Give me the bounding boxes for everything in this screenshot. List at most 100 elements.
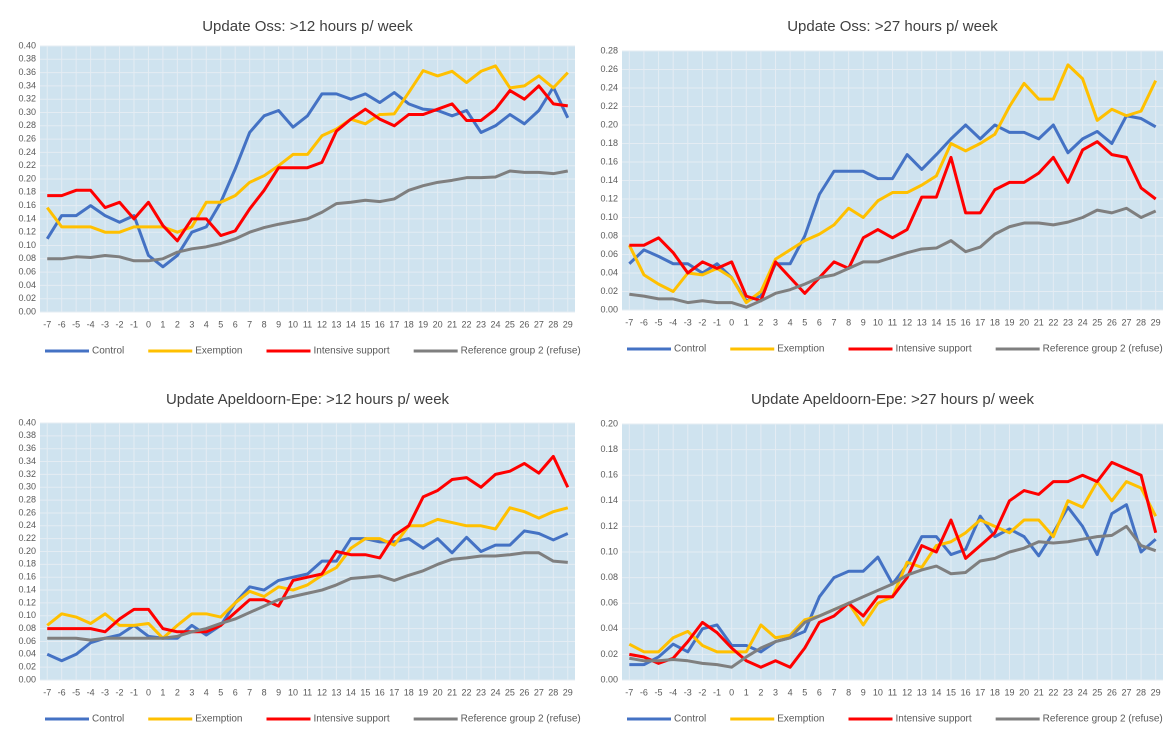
x-tick-label: -6 <box>640 317 648 327</box>
data-line <box>629 460 1158 669</box>
x-tick-label: 29 <box>563 687 573 697</box>
y-tick-label: 0.20 <box>18 546 36 556</box>
x-tick-label: 10 <box>288 687 298 697</box>
x-tick-label: 8 <box>262 319 267 329</box>
x-tick-label: 25 <box>1092 317 1102 327</box>
x-tick-label: -3 <box>101 687 109 697</box>
x-tick-label: 12 <box>317 319 327 329</box>
y-tick-label: 0.26 <box>18 507 36 517</box>
legend-label: Intensive support <box>896 714 972 725</box>
y-tick-label: 0.14 <box>600 175 618 185</box>
y-tick-label: 0.14 <box>18 213 36 223</box>
x-tick-label: 18 <box>404 319 414 329</box>
data-line <box>629 524 1157 669</box>
legend-label: Intensive support <box>314 714 390 725</box>
legend-label: Intensive support <box>896 344 972 355</box>
x-tick-label: 3 <box>773 687 778 697</box>
x-tick-label: 9 <box>861 687 866 697</box>
y-tick-label: 0.10 <box>18 240 36 250</box>
x-tick-label: 24 <box>1078 317 1088 327</box>
y-tick-label: 0.00 <box>600 674 618 684</box>
y-tick-label: 0.22 <box>600 101 618 111</box>
y-tick-label: 0.18 <box>600 444 618 454</box>
x-tick-label: 9 <box>276 319 281 329</box>
x-tick-label: -4 <box>87 319 95 329</box>
legend-label: Reference group 2 (refuse) <box>461 714 581 725</box>
x-tick-label: -1 <box>713 317 721 327</box>
y-tick-label: 0.08 <box>18 253 36 263</box>
x-tick-label: 4 <box>204 687 209 697</box>
y-tick-label: 0.08 <box>18 623 36 633</box>
x-tick-label: 14 <box>931 687 941 697</box>
x-tick-label: 3 <box>189 687 194 697</box>
x-tick-label: 12 <box>317 687 327 697</box>
x-tick-label: 7 <box>247 687 252 697</box>
x-tick-label: -4 <box>669 687 677 697</box>
y-tick-label: 0.12 <box>600 521 618 531</box>
x-tick-label: -7 <box>625 317 633 327</box>
y-tick-label: 0.38 <box>18 430 36 440</box>
x-tick-label: -3 <box>684 687 692 697</box>
y-tick-label: 0.18 <box>600 138 618 148</box>
x-tick-label: 20 <box>1019 317 1029 327</box>
x-tick-label: 1 <box>160 319 165 329</box>
x-tick-label: 19 <box>1004 687 1014 697</box>
x-tick-label: 23 <box>1063 317 1073 327</box>
x-tick-label: 13 <box>917 317 927 327</box>
x-tick-label: 16 <box>375 319 385 329</box>
x-tick-label: 24 <box>490 319 500 329</box>
x-tick-label: 5 <box>218 319 223 329</box>
x-tick-label: 2 <box>758 687 763 697</box>
x-tick-label: 7 <box>832 317 837 327</box>
y-tick-label: 0.10 <box>600 212 618 222</box>
chart: Update Apeldoorn-Epe: >27 hours p/ week 0… <box>600 391 1163 725</box>
legend-label: Control <box>92 346 124 357</box>
x-tick-label: 9 <box>861 317 866 327</box>
x-tick-label: 0 <box>146 319 151 329</box>
x-tick-label: 27 <box>534 687 544 697</box>
x-tick-label: 29 <box>563 319 573 329</box>
x-tick-label: 3 <box>189 319 194 329</box>
x-tick-label: 20 <box>433 319 443 329</box>
x-tick-label: 21 <box>1034 317 1044 327</box>
x-tick-label: 28 <box>548 687 558 697</box>
x-tick-label: -5 <box>655 317 663 327</box>
x-tick-label: 24 <box>1078 687 1088 697</box>
x-tick-label: 3 <box>773 317 778 327</box>
x-tick-label: 14 <box>931 317 941 327</box>
y-tick-label: 0.12 <box>18 597 36 607</box>
chart: Update Oss: >12 hours p/ week 0.00 0.02 0.0… <box>18 18 580 357</box>
y-tick-label: 0.20 <box>600 418 618 428</box>
y-tick-label: 0.00 <box>18 674 36 684</box>
y-tick-label: 0.24 <box>18 520 36 530</box>
x-tick-label: 19 <box>418 687 428 697</box>
x-tick-label: 29 <box>1151 687 1161 697</box>
x-tick-label: 11 <box>888 687 897 697</box>
y-tick-label: 0.10 <box>600 546 618 556</box>
x-tick-label: -4 <box>669 317 677 327</box>
legend-label: Control <box>92 714 124 725</box>
x-tick-label: 22 <box>1048 317 1058 327</box>
y-tick-label: 0.26 <box>18 133 36 143</box>
y-tick-label: 0.34 <box>18 80 36 90</box>
x-tick-label: -2 <box>116 319 124 329</box>
chart-title: Update Oss: >12 hours p/ week <box>202 18 413 35</box>
x-tick-label: -7 <box>43 687 51 697</box>
y-tick-label: 0.04 <box>600 623 618 633</box>
legend-label: Control <box>674 344 706 355</box>
data-line <box>46 64 569 234</box>
legend-label: Reference group 2 (refuse) <box>1043 714 1163 725</box>
y-tick-label: 0.10 <box>18 610 36 620</box>
x-tick-label: 17 <box>389 319 399 329</box>
x-tick-label: 21 <box>1034 687 1044 697</box>
x-tick-label: 28 <box>1136 317 1146 327</box>
x-tick-label: -5 <box>655 687 663 697</box>
y-tick-label: 0.20 <box>18 173 36 183</box>
x-tick-label: 12 <box>902 687 912 697</box>
x-tick-label: 18 <box>990 317 1000 327</box>
y-tick-label: 0.04 <box>600 267 618 277</box>
x-tick-label: 2 <box>175 687 180 697</box>
x-tick-label: 18 <box>990 687 1000 697</box>
x-tick-label: 14 <box>346 319 356 329</box>
